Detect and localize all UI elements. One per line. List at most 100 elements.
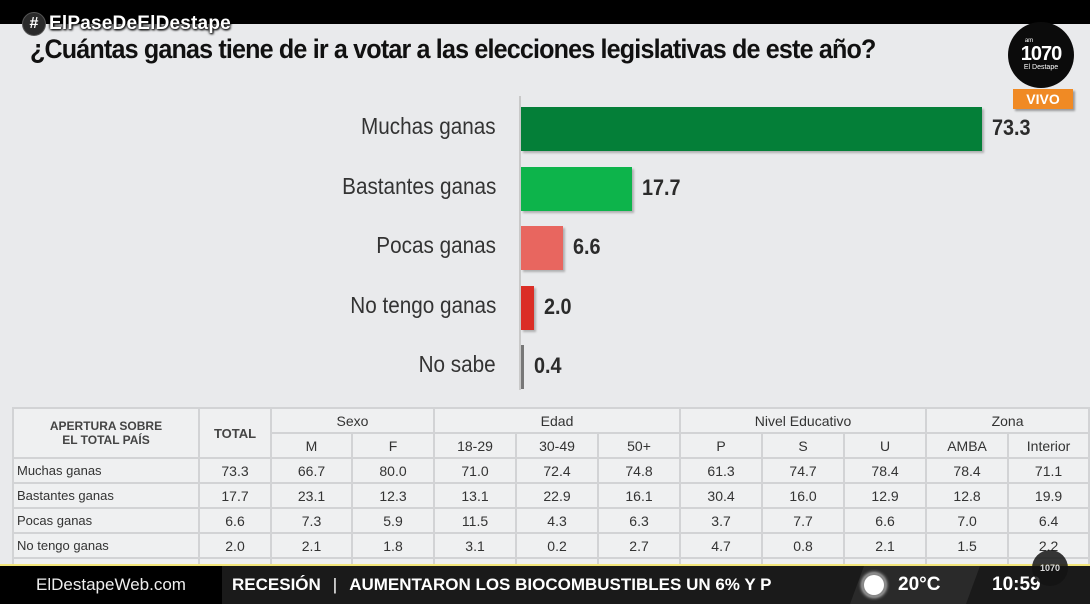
table-cell: 78.4 xyxy=(925,457,1010,484)
bar-category-label: Bastantes ganas xyxy=(341,172,496,199)
table-cell: 6.4 xyxy=(1007,507,1090,534)
bar-category-label: No tengo ganas xyxy=(349,291,496,318)
crosstab-table-container: APERTURA SOBRE EL TOTAL PAÍS TOTAL Sexo E… xyxy=(12,407,1090,567)
table-cell: 13.1 xyxy=(433,482,518,509)
column-header: 30-49 xyxy=(515,432,600,459)
table-cell: 30.4 xyxy=(679,482,764,509)
corner-header-line-2: EL TOTAL PAÍS xyxy=(62,433,150,447)
table-cell: 6.6 xyxy=(198,507,272,534)
table-cell: 73.3 xyxy=(198,457,272,484)
table-cell: 4.3 xyxy=(515,507,600,534)
table-row: No tengo ganas 2.0 2.1 1.8 3.1 0.2 2.7 4.7 0.8 2.… xyxy=(12,532,1090,559)
table-cell: 80.0 xyxy=(350,457,436,484)
news-ticker: ElDestapeWeb.com RECESIÓN | AUMENTARON L… xyxy=(0,564,1090,604)
radio-logo: am 1070 El Destape xyxy=(1008,22,1074,88)
row-label: No tengo ganas xyxy=(12,532,200,559)
column-header: F xyxy=(350,432,436,459)
ticker-headlines: RECESIÓN | AUMENTARON LOS BIOCOMBUSTIBLE… xyxy=(232,566,862,604)
logo-name: El Destape xyxy=(1023,64,1059,71)
row-label: Pocas ganas xyxy=(12,507,200,534)
table-cell: 16.1 xyxy=(597,482,682,509)
group-header: Sexo xyxy=(269,407,436,434)
table-cell: 4.7 xyxy=(679,532,764,559)
logo-number: 1070 xyxy=(1020,43,1062,65)
hashtag-text: ElPaseDeElDestape xyxy=(49,13,231,34)
chart-title: ¿Cuántas ganas tiene de ir a votar a las… xyxy=(30,34,876,64)
bar-value-label: 17.7 xyxy=(642,174,681,200)
table-cell: 11.5 xyxy=(433,507,518,534)
column-header: AMBA xyxy=(925,432,1010,459)
table-cell: 71.0 xyxy=(433,457,518,484)
table-cell: 74.7 xyxy=(761,457,846,484)
table-cell: 7.3 xyxy=(270,507,353,534)
total-header: TOTAL xyxy=(198,407,272,459)
table-cell: 0.8 xyxy=(761,532,846,559)
group-header: Nivel Educativo xyxy=(679,407,928,434)
table-cell: 16.0 xyxy=(761,482,846,509)
corner-header: APERTURA SOBRE EL TOTAL PAÍS xyxy=(12,407,200,459)
clock: 10:59 xyxy=(992,574,1041,595)
table-cell: 5.9 xyxy=(350,507,436,534)
bar xyxy=(521,166,633,211)
table-cell: 2.7 xyxy=(597,532,682,559)
table-cell: 6.6 xyxy=(843,507,928,534)
bar xyxy=(521,345,524,389)
bar-value-label: 0.4 xyxy=(533,353,562,378)
bar-value-label: 6.6 xyxy=(572,234,601,259)
table-cell: 66.7 xyxy=(270,457,353,484)
table-cell: 12.8 xyxy=(925,482,1010,509)
table-cell: 7.0 xyxy=(925,507,1010,534)
watermark-logo: 1070 xyxy=(1032,550,1068,586)
top-black-bar xyxy=(0,0,1090,24)
bar-category-label: Muchas ganas xyxy=(361,113,496,139)
column-header: Interior xyxy=(1007,432,1090,459)
table-cell: 7.7 xyxy=(761,507,846,534)
bar-category-label: No sabe xyxy=(418,351,496,377)
table-row: Muchas ganas 73.3 66.7 80.0 71.0 72.4 74.8 61.3… xyxy=(12,457,1090,484)
ticker-separator: | xyxy=(332,575,338,594)
table-cell: 74.8 xyxy=(597,457,682,484)
crosstab-table: APERTURA SOBRE EL TOTAL PAÍS TOTAL Sexo E… xyxy=(12,407,1090,567)
bar xyxy=(521,226,563,270)
column-header: U xyxy=(843,432,928,459)
hashtag-overlay: # ElPaseDeElDestape xyxy=(22,12,231,36)
table-column-header-row: M F 18-29 30-49 50+ P S U AMBA Interior xyxy=(13,432,1090,459)
column-header: P xyxy=(679,432,764,459)
chart-axis-line xyxy=(519,96,521,390)
table-cell: 2.2 xyxy=(1007,532,1090,559)
table-group-header-row: APERTURA SOBRE EL TOTAL PAÍS TOTAL Sexo E… xyxy=(12,407,1090,459)
bar-chart: Muchas ganas 73.3 Bastantes ganas 17.7 Pocas… xyxy=(0,96,1090,396)
column-header: M xyxy=(270,432,353,459)
logo-am: am xyxy=(1024,38,1034,44)
table-cell: 19.9 xyxy=(1007,482,1090,509)
table-cell: 3.1 xyxy=(433,532,518,559)
table-cell: 22.9 xyxy=(515,482,600,509)
table-cell: 0.2 xyxy=(515,532,600,559)
temperature: 20°C xyxy=(898,574,941,595)
ticker-site: ElDestapeWeb.com xyxy=(0,566,222,604)
table-cell: 17.7 xyxy=(198,482,272,509)
table-cell: 71.1 xyxy=(1007,457,1090,484)
table-cell: 1.5 xyxy=(925,532,1010,559)
ticker-headline-1: RECESIÓN xyxy=(232,575,321,594)
live-badge: VIVO xyxy=(1013,89,1073,109)
table-cell: 6.3 xyxy=(597,507,682,534)
bar-value-label: 73.3 xyxy=(992,115,1031,140)
hashtag-icon: # xyxy=(22,12,46,36)
table-cell: 1.8 xyxy=(350,532,436,559)
column-header: 50+ xyxy=(597,432,682,459)
bar xyxy=(521,285,534,330)
table-cell: 23.1 xyxy=(270,482,353,509)
bar-category-label: Pocas ganas xyxy=(376,232,496,258)
table-cell: 12.3 xyxy=(350,482,436,509)
table-cell: 61.3 xyxy=(679,457,764,484)
table-cell: 72.4 xyxy=(515,457,600,484)
table-cell: 78.4 xyxy=(843,457,928,484)
row-label: Muchas ganas xyxy=(12,457,200,484)
table-cell: 2.1 xyxy=(843,532,928,559)
group-header: Edad xyxy=(433,407,682,434)
table-cell: 2.1 xyxy=(270,532,353,559)
table-row: Bastantes ganas 17.7 23.1 12.3 13.1 22.9 16.1 3… xyxy=(12,482,1090,509)
sun-icon xyxy=(864,575,884,595)
table-cell: 2.0 xyxy=(198,532,272,559)
